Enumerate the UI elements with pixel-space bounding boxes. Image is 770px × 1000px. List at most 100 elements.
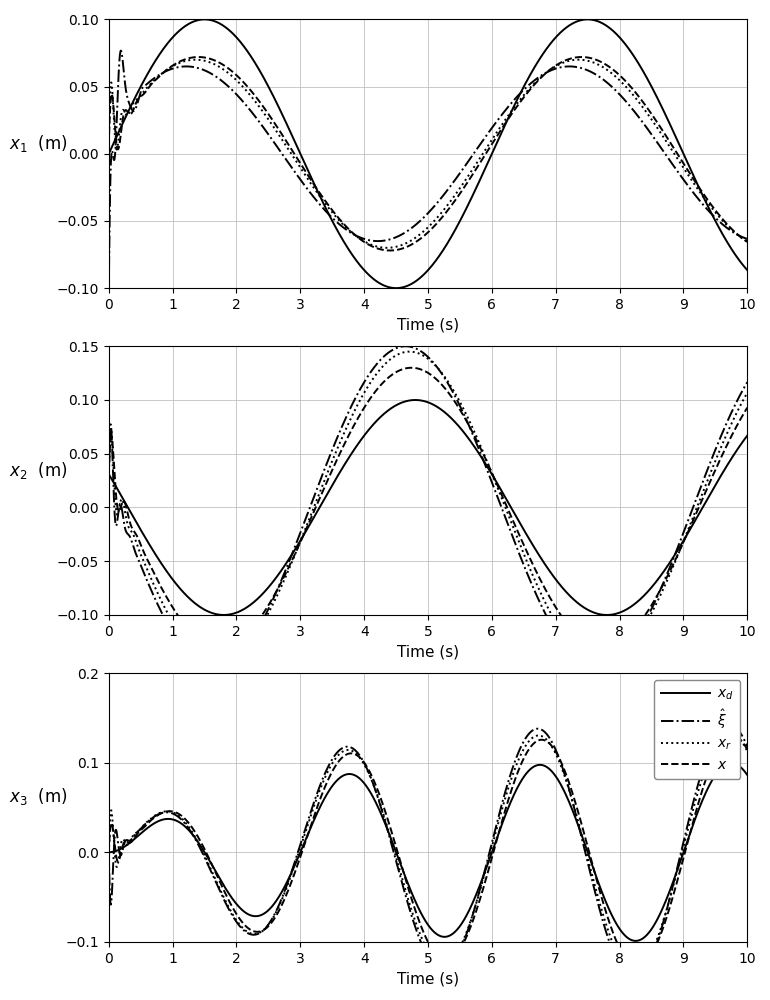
$x_d$ [219, 609, 229, 621]
$x_r$ [213, 657, 223, 669]
$x_r$ [348, 408, 357, 420]
$x_r$ [629, 90, 638, 102]
$x$ [520, 752, 529, 764]
$x_r$ [743, 235, 752, 247]
$\hat{\xi}$ [220, 77, 229, 89]
$x_d$ [487, 847, 497, 859]
$x_r$ [574, 54, 583, 66]
$x_r$ [104, 467, 113, 479]
$x_d$ [727, 757, 736, 769]
$x_d$ [743, 430, 752, 442]
$x$ [520, 91, 529, 103]
$x_d$ [200, 13, 209, 25]
$x$ [598, 641, 608, 653]
$x_r$ [220, 64, 229, 76]
$\hat{\xi}$ [220, 660, 229, 672]
$x$ [581, 635, 590, 647]
$x$ [348, 227, 357, 239]
Line: $x$: $x$ [109, 57, 748, 251]
$x$ [520, 540, 529, 552]
$x$ [487, 852, 497, 864]
$x_d$ [581, 13, 590, 25]
$x_r$ [629, 965, 638, 977]
X-axis label: Time (s): Time (s) [397, 317, 459, 332]
$\hat{\xi}$ [401, 340, 410, 352]
$x_d$ [220, 881, 229, 893]
Y-axis label: $x_1$  (m): $x_1$ (m) [9, 133, 68, 154]
Line: $x$: $x$ [109, 737, 748, 967]
Line: $x_r$: $x_r$ [109, 352, 748, 663]
$\hat{\xi}$ [348, 397, 357, 409]
$x$ [104, 467, 113, 479]
$x_d$ [631, 935, 641, 947]
$x_d$ [629, 935, 638, 947]
Line: $x_r$: $x_r$ [109, 732, 748, 971]
$x$ [581, 51, 590, 63]
X-axis label: Time (s): Time (s) [397, 644, 459, 659]
$x_d$ [629, 598, 638, 610]
$x$ [743, 236, 752, 248]
$\hat{\xi}$ [116, 45, 126, 57]
$\hat{\xi}$ [104, 846, 113, 858]
$x_r$ [629, 635, 638, 647]
$\hat{\xi}$ [743, 741, 752, 753]
$\hat{\xi}$ [581, 63, 590, 75]
Line: $\hat{\xi}$: $\hat{\xi}$ [109, 724, 748, 979]
$x$ [220, 60, 229, 72]
$x_r$ [743, 745, 752, 757]
Y-axis label: $x_2$  (m): $x_2$ (m) [9, 460, 68, 481]
Line: $\hat{\xi}$: $\hat{\xi}$ [109, 346, 748, 669]
$x_d$ [348, 446, 357, 458]
Line: $x_d$: $x_d$ [109, 400, 748, 615]
$x_r$ [520, 742, 529, 754]
$x$ [629, 624, 638, 636]
$x_r$ [630, 965, 639, 977]
$x$ [743, 402, 752, 414]
$\hat{\xi}$ [104, 476, 113, 488]
$x_d$ [348, 768, 357, 780]
Line: $x$: $x$ [109, 368, 748, 647]
$x$ [348, 422, 357, 434]
$x_r$ [520, 549, 529, 561]
$x_d$ [410, 394, 420, 406]
$\hat{\xi}$ [520, 560, 529, 572]
Line: $\hat{\xi}$: $\hat{\xi}$ [109, 51, 748, 289]
$x_r$ [725, 726, 735, 738]
$x_r$ [348, 227, 357, 239]
$x_r$ [104, 846, 113, 858]
$\hat{\xi}$ [629, 634, 638, 646]
$\hat{\xi}$ [348, 742, 357, 754]
Line: $x_d$: $x_d$ [109, 763, 748, 941]
$x$ [386, 245, 395, 257]
$x_d$ [220, 21, 229, 33]
$x$ [487, 467, 497, 479]
$x_r$ [220, 893, 229, 905]
$x_d$ [520, 771, 529, 783]
$\hat{\xi}$ [629, 973, 638, 985]
$x$ [581, 831, 590, 843]
$x$ [348, 748, 357, 760]
Y-axis label: $x_3$  (m): $x_3$ (m) [9, 786, 68, 807]
$x_r$ [581, 843, 590, 855]
$x_d$ [629, 50, 638, 62]
X-axis label: Time (s): Time (s) [397, 971, 459, 986]
$x_r$ [348, 745, 357, 757]
$\hat{\xi}$ [104, 283, 113, 295]
$\hat{\xi}$ [487, 476, 497, 488]
$x_d$ [220, 609, 229, 621]
$x_d$ [348, 250, 357, 262]
$\hat{\xi}$ [581, 846, 590, 858]
$\hat{\xi}$ [743, 376, 752, 388]
$x$ [577, 51, 586, 63]
$x_r$ [487, 134, 497, 146]
$x_r$ [520, 89, 529, 101]
$x_d$ [487, 468, 497, 480]
$x_d$ [487, 148, 497, 160]
$x_r$ [743, 387, 752, 399]
$x_d$ [520, 80, 529, 92]
$x_d$ [520, 525, 529, 537]
$\hat{\xi}$ [209, 663, 219, 675]
$x_d$ [104, 846, 113, 858]
$x$ [220, 886, 229, 898]
$x_r$ [581, 652, 590, 664]
